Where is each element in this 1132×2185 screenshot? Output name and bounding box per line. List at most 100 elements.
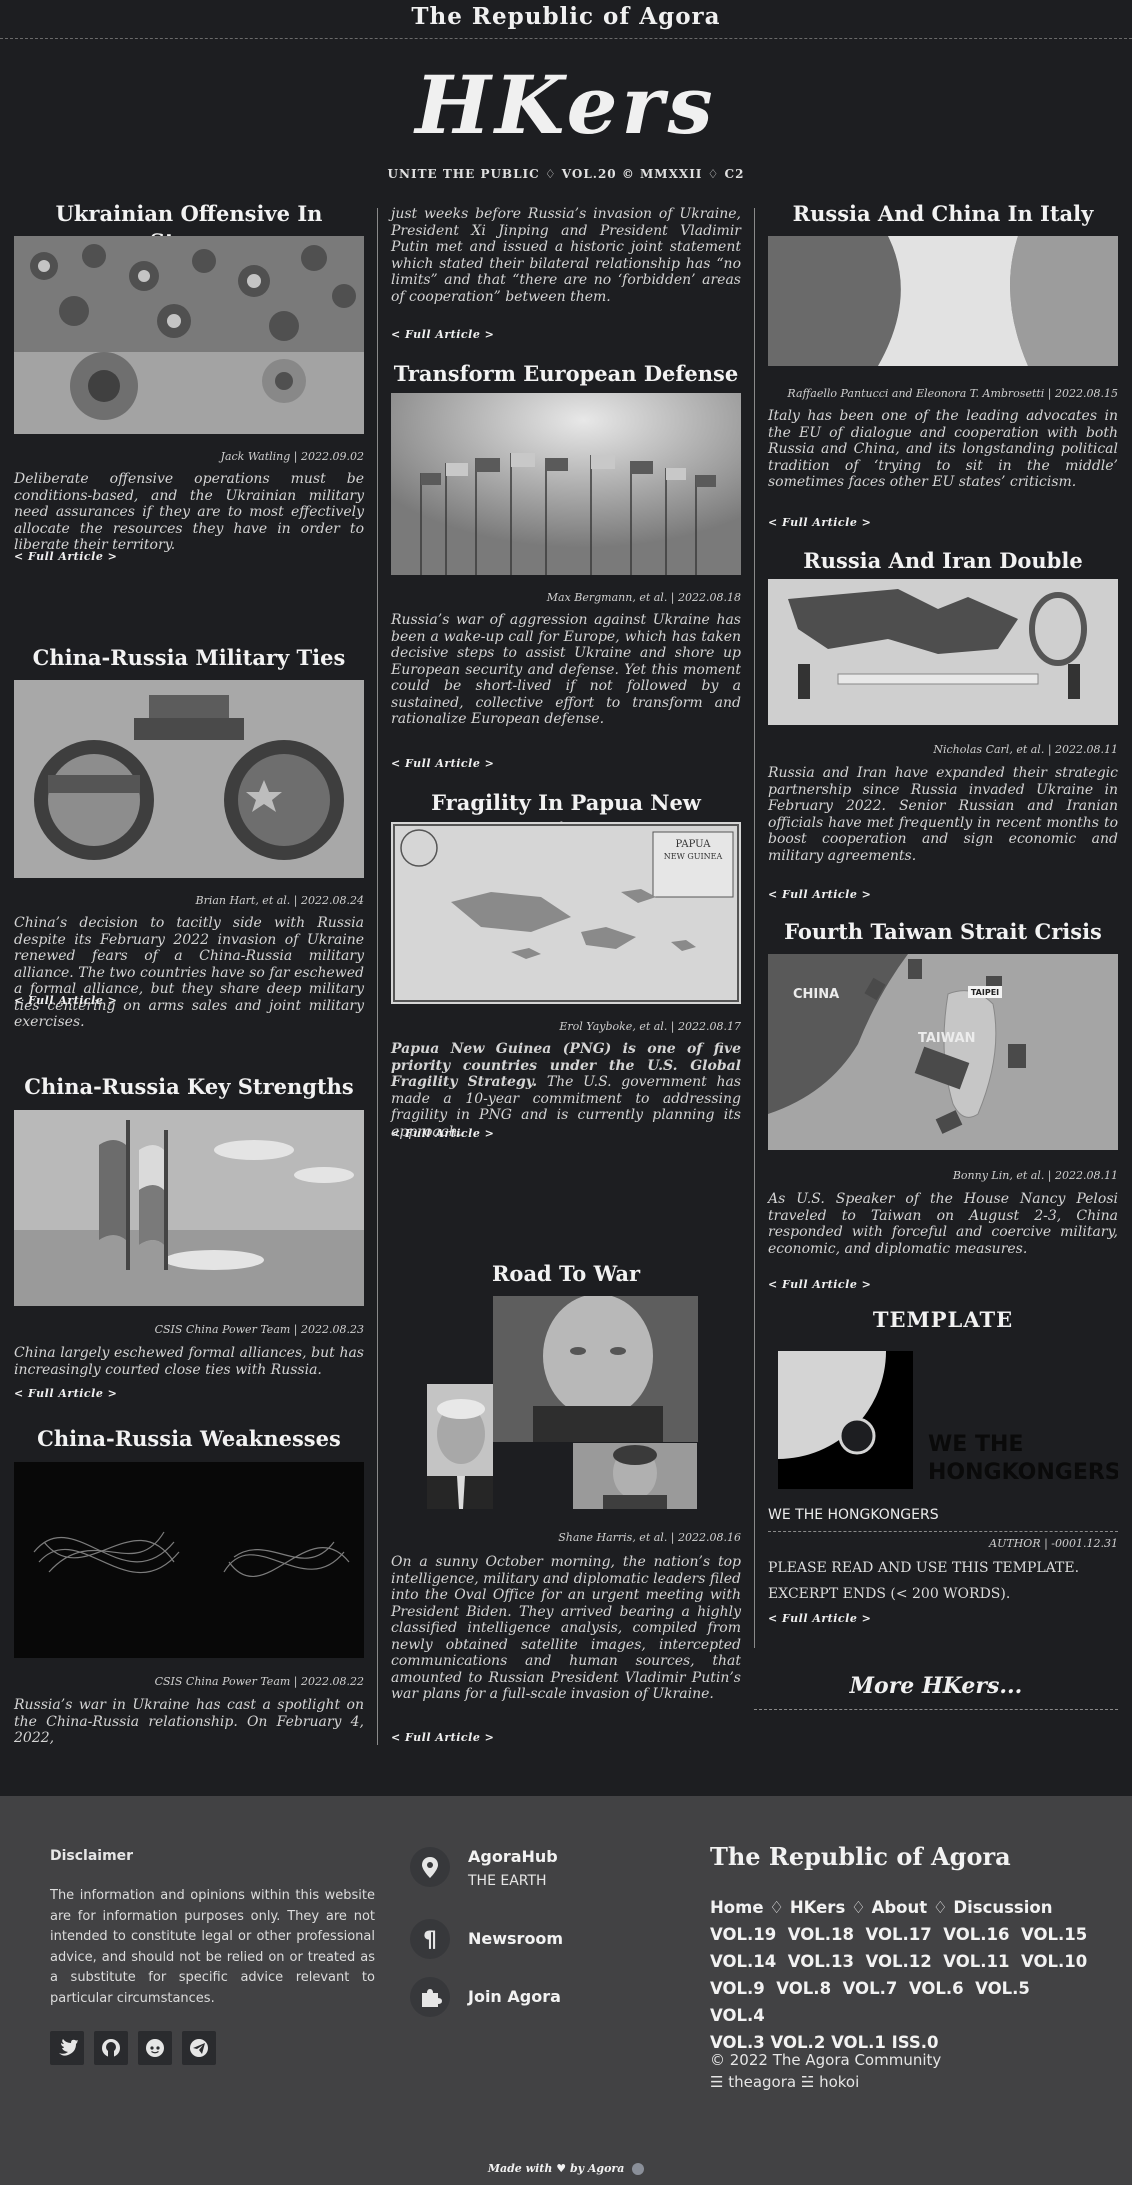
site-title[interactable]: The Republic of Agora	[411, 3, 721, 30]
article-byline: Brian Hart, et al. | 2022.08.24	[195, 894, 364, 907]
excerpt-lead: Papua New Guinea (PNG) is one of five pr…	[391, 1041, 741, 1090]
volume-link[interactable]: ISS.0	[891, 2033, 939, 2052]
excerpt-rest: The U.S. government has made a 10-year c…	[391, 1074, 742, 1140]
svg-text:¶: ¶	[423, 1928, 437, 1953]
full-article-link[interactable]: < Full Article >	[768, 1278, 872, 1291]
volume-link[interactable]: VOL.3	[710, 2033, 765, 2052]
footer-copyright: © 2022 The Agora Community ☰ theagora ☱ …	[710, 2049, 941, 2093]
article-excerpt: China’s decision to tacitly side with Ru…	[14, 915, 364, 1030]
paragraph-icon: ¶	[410, 1919, 450, 1959]
volume-link[interactable]: VOL.12	[865, 1952, 932, 1971]
volume-link[interactable]: VOL.10	[1021, 1952, 1088, 1971]
volume-link[interactable]: VOL.2	[770, 2033, 826, 2052]
masthead-logo[interactable]: HKers	[415, 58, 717, 152]
article-image[interactable]	[768, 579, 1118, 725]
theme-toggle-icon[interactable]	[632, 2163, 645, 2175]
telegram-icon[interactable]	[182, 2031, 216, 2065]
location-pin-icon	[410, 1847, 450, 1887]
article-excerpt: Italy has been one of the leading advoca…	[768, 408, 1118, 490]
template-body-2: EXCERPT ENDS (< 200 WORDS).	[768, 1586, 1011, 1602]
article-image[interactable]	[391, 393, 741, 575]
article-image-biden[interactable]	[427, 1384, 493, 1509]
footer-nav-hkers[interactable]: HKers	[789, 1898, 846, 1917]
article-image[interactable]	[14, 1462, 364, 1658]
article-card: China-Russia Key Strengths CSIS China Po…	[14, 1073, 364, 1400]
footer-nav-home[interactable]: Home	[710, 1898, 764, 1917]
full-article-link[interactable]: < Full Article >	[14, 994, 118, 1007]
article-image[interactable]: PAPUA NEW GUINEA	[391, 822, 741, 1004]
volume-link[interactable]: VOL.14	[710, 1952, 777, 1971]
volume-link[interactable]: VOL.9	[710, 1979, 765, 1998]
contact-title[interactable]: Join Agora	[468, 1987, 561, 2006]
full-article-link[interactable]: < Full Article >	[768, 888, 872, 901]
full-article-link[interactable]: < Full Article >	[391, 1127, 495, 1140]
volume-link[interactable]: VOL.4	[710, 2006, 765, 2025]
contact-title[interactable]: AgoraHub	[468, 1847, 558, 1866]
reddit-icon[interactable]	[138, 2031, 172, 2065]
template-title[interactable]: TEMPLATE	[872, 1307, 1014, 1332]
footer-nav-about[interactable]: About	[871, 1898, 928, 1917]
map-label-china: CHINA	[793, 987, 839, 1002]
more-hkers-link[interactable]: More HKers...	[754, 1673, 1118, 1710]
full-article-link[interactable]: < Full Article >	[768, 516, 872, 529]
volume-link[interactable]: VOL.5	[975, 1979, 1030, 1998]
full-article-link[interactable]: < Full Article >	[768, 1612, 872, 1625]
article-card: Russia And Iran Double Down Nicholas Car…	[768, 547, 1118, 901]
volume-link[interactable]: VOL.11	[943, 1952, 1010, 1971]
volume-link[interactable]: VOL.8	[776, 1979, 832, 1998]
map-label-new-guinea: NEW GUINEA	[664, 852, 723, 861]
template-logo-text-1: WE THE	[928, 1432, 1023, 1457]
column-divider	[754, 208, 755, 1648]
heart-icon: ♥	[556, 2162, 567, 2175]
article-byline: Bonny Lin, et al. | 2022.08.11	[952, 1169, 1118, 1182]
article-image[interactable]: CHINA TAIWAN TAIPEI	[768, 954, 1118, 1150]
github-icon[interactable]	[94, 2031, 128, 2065]
top-bar: The Republic of Agora	[0, 0, 1132, 39]
volume-link[interactable]: VOL.19	[710, 1925, 777, 1944]
column-divider	[377, 208, 378, 1745]
map-label-taiwan: TAIWAN	[918, 1031, 975, 1046]
volume-link[interactable]: VOL.6	[908, 1979, 964, 1998]
footer-nav: Home ♢ HKers ♢ About ♢ Discussion VOL.19…	[710, 1898, 1088, 2052]
volume-link[interactable]: VOL.15	[1021, 1925, 1088, 1944]
article-title[interactable]: Road To War	[491, 1261, 641, 1286]
volume-link[interactable]: VOL.13	[787, 1952, 854, 1971]
article-title[interactable]: China-Russia Military Ties	[32, 645, 346, 670]
full-article-link[interactable]: < Full Article >	[391, 328, 495, 341]
article-card: Transform European Defense Max Bergmann,…	[391, 360, 741, 770]
article-title[interactable]: China-Russia Weaknesses	[37, 1426, 341, 1451]
volume-link[interactable]: VOL.17	[865, 1925, 932, 1944]
article-image[interactable]	[768, 236, 1118, 366]
article-byline: Erol Yayboke, et al. | 2022.08.17	[559, 1020, 741, 1033]
volume-link[interactable]: VOL.16	[943, 1925, 1010, 1944]
contact-title[interactable]: Newsroom	[468, 1929, 564, 1948]
disclaimer-text: The information and opinions within this…	[50, 1888, 375, 2006]
article-image[interactable]	[14, 1110, 364, 1306]
article-title[interactable]: China-Russia Key Strengths	[24, 1074, 354, 1099]
credits-links[interactable]: ☰ theagora ☱ hokoi	[710, 2073, 860, 2091]
article-title[interactable]: Fourth Taiwan Strait Crisis	[784, 919, 1102, 944]
article-image[interactable]	[14, 680, 364, 878]
footer-brand[interactable]: The Republic of Agora	[710, 1842, 1011, 1871]
article-title[interactable]: Transform European Defense	[393, 361, 739, 386]
made-with-credit: Made with ♥ by Agora	[0, 2162, 1132, 2175]
article-excerpt: As U.S. Speaker of the House Nancy Pelos…	[768, 1191, 1118, 1257]
template-logo[interactable]: WE THE HONGKONGERS	[768, 1351, 1118, 1491]
article-byline: Shane Harris, et al. | 2022.08.16	[558, 1531, 741, 1544]
twitter-icon[interactable]	[50, 2031, 84, 2065]
volume-link[interactable]: VOL.7	[842, 1979, 898, 1998]
article-title[interactable]: Russia And China In Italy	[792, 201, 1094, 226]
volume-link[interactable]: VOL.18	[787, 1925, 854, 1944]
full-article-link[interactable]: < Full Article >	[14, 550, 118, 563]
volume-link[interactable]: VOL.1	[831, 2033, 886, 2052]
footer-nav-discussion[interactable]: Discussion	[953, 1898, 1053, 1917]
article-image-zelensky[interactable]	[573, 1443, 697, 1509]
article-excerpt-continuation: just weeks before Russia’s invasion of U…	[391, 206, 741, 305]
article-image[interactable]	[14, 236, 364, 434]
full-article-link[interactable]: < Full Article >	[391, 757, 495, 770]
article-byline: Raffaello Pantucci and Eleonora T. Ambro…	[787, 387, 1118, 400]
full-article-link[interactable]: < Full Article >	[14, 1387, 118, 1400]
full-article-link[interactable]: < Full Article >	[391, 1731, 495, 1744]
article-image-putin[interactable]	[493, 1296, 698, 1442]
template-byline: AUTHOR | -0001.12.31	[989, 1537, 1118, 1550]
